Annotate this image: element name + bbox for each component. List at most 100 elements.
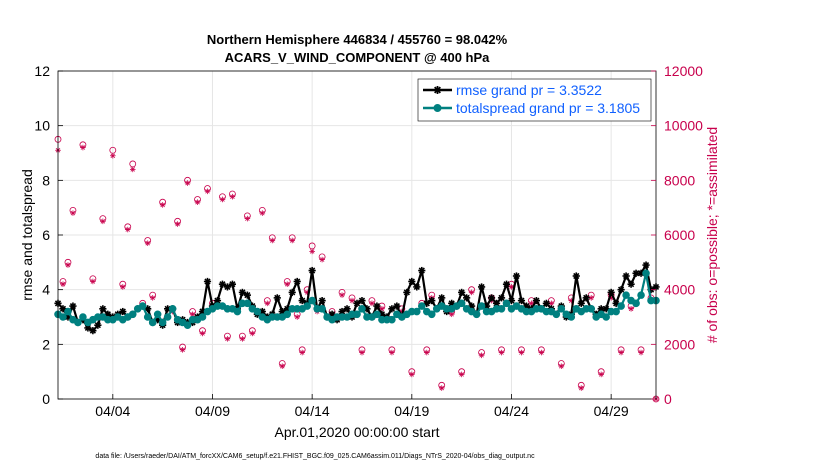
totalspread-point <box>632 299 640 308</box>
assimilated-obs-point <box>204 188 211 195</box>
rmse-line <box>57 262 657 333</box>
rmse-point-stroke <box>343 305 351 312</box>
totalspread-point <box>243 299 252 308</box>
assimilated-obs-point <box>319 256 325 263</box>
rmse-point <box>458 288 466 296</box>
rmse-point <box>487 294 496 302</box>
rmse-point-stroke <box>598 305 605 312</box>
totalspread-point <box>642 269 650 278</box>
assimilated-obs-point-stroke <box>389 350 395 355</box>
totalspread-point <box>557 304 566 313</box>
totalspread-point <box>74 318 82 327</box>
assimilated-obs-point <box>478 352 485 359</box>
assimilated-obs-point-stroke <box>195 199 200 205</box>
rmse-point-stroke <box>478 283 485 291</box>
rmse-point <box>477 283 486 291</box>
assimilated-obs-point-stroke <box>598 372 604 377</box>
y-axis-right: 0 2000 4000 6000 8000 10000 12000 <box>651 63 703 407</box>
rmse-point <box>298 297 306 305</box>
totalspread-point <box>253 307 262 316</box>
totalspread-point <box>552 310 561 319</box>
assimilated-obs-point-stroke <box>578 385 584 391</box>
obs-count-markers <box>54 135 660 403</box>
rmse-point-stroke <box>543 300 550 307</box>
totalspread-point <box>153 310 162 319</box>
assimilated-obs-point <box>349 297 355 304</box>
totalspread-point <box>59 313 67 321</box>
totalspread-point <box>602 313 610 321</box>
assimilated-obs-point <box>244 215 251 222</box>
assimilated-obs-point-stroke <box>205 189 210 194</box>
assimilated-obs-point-stroke <box>309 249 315 254</box>
rmse-point-stroke <box>408 278 415 285</box>
assimilated-obs-point <box>423 349 430 356</box>
assimilated-obs-point-stroke <box>529 301 534 306</box>
rmse-point <box>438 294 446 302</box>
rmse-point <box>393 302 401 310</box>
assimilated-obs-point <box>129 166 136 173</box>
rmse-point-stroke <box>622 272 630 280</box>
assimilated-obs-point-stroke <box>289 238 295 243</box>
totalspread-point <box>283 310 292 319</box>
assimilated-obs-point-stroke <box>369 301 375 306</box>
assimilated-obs-point <box>184 180 191 186</box>
rmse-point <box>403 288 411 296</box>
assimilated-obs-point-stroke <box>100 219 106 224</box>
assimilated-obs-point-stroke <box>160 202 165 208</box>
assimilated-obs-point-stroke <box>180 347 185 353</box>
assimilated-obs-point-stroke <box>449 312 454 317</box>
assimilated-obs-point-stroke <box>80 145 86 150</box>
rmse-point <box>373 302 381 310</box>
totalspread-point <box>477 302 486 310</box>
totalspread-point <box>303 302 311 310</box>
y-axis-left: 0 2 4 6 8 10 12 <box>34 63 63 407</box>
legend-rmse-star <box>433 86 442 94</box>
assimilated-obs-point <box>299 349 305 356</box>
assimilated-obs-point <box>90 278 96 285</box>
rmse-point-stroke <box>214 297 221 304</box>
rmse-point <box>463 294 471 302</box>
rmse-point <box>497 294 506 302</box>
y2-tick-label: 12000 <box>664 63 703 79</box>
totalspread-point <box>128 310 137 319</box>
rmse-point-stroke <box>224 283 231 291</box>
rmse-point-stroke <box>274 294 281 301</box>
totalspread-point <box>158 318 167 327</box>
assimilated-obs-point <box>194 199 201 205</box>
legend-spread-label: totalspread grand pr = 3.1805 <box>456 100 640 116</box>
assimilated-obs-point <box>174 221 181 227</box>
chart-subtitle: ACARS_V_WIND_COMPONENT @ 400 hPa <box>225 50 491 65</box>
rmse-point-stroke <box>518 297 525 304</box>
totalspread-point <box>233 307 242 316</box>
rmse-point <box>343 305 351 313</box>
assimilated-obs-point <box>578 385 585 391</box>
totalspread-point <box>64 307 72 316</box>
rmse-point-stroke <box>618 286 625 293</box>
rmse-point-stroke <box>583 294 590 301</box>
assimilated-obs-point-stroke <box>588 295 594 301</box>
rmse-point-stroke <box>463 294 470 301</box>
rmse-point-stroke <box>353 300 361 307</box>
assimilated-obs-point-stroke <box>299 350 305 355</box>
rmse-point-stroke <box>59 305 67 312</box>
x-tick-label: 04/24 <box>494 403 529 419</box>
assimilated-obs-point <box>638 349 644 356</box>
assimilated-obs-point-stroke <box>120 284 126 290</box>
rmse-point <box>308 266 316 275</box>
rmse-point <box>542 299 550 307</box>
legend-spread-marker <box>433 104 442 112</box>
y-tick-label: 0 <box>42 391 50 407</box>
assimilated-obs-point-stroke <box>225 336 230 342</box>
totalspread-point <box>497 304 506 313</box>
assimilated-obs-point-stroke <box>409 372 415 377</box>
rmse-point <box>203 277 212 286</box>
rmse-point-stroke <box>94 322 101 329</box>
rmse-point <box>408 277 416 286</box>
rmse-point-stroke <box>438 294 445 301</box>
totalspread-point <box>358 304 366 313</box>
rmse-point-stroke <box>403 289 410 296</box>
assimilated-obs-point <box>409 371 415 378</box>
assimilated-obs-point <box>124 226 131 233</box>
assimilated-obs-point-stroke <box>175 221 180 227</box>
rmse-point <box>532 297 540 305</box>
